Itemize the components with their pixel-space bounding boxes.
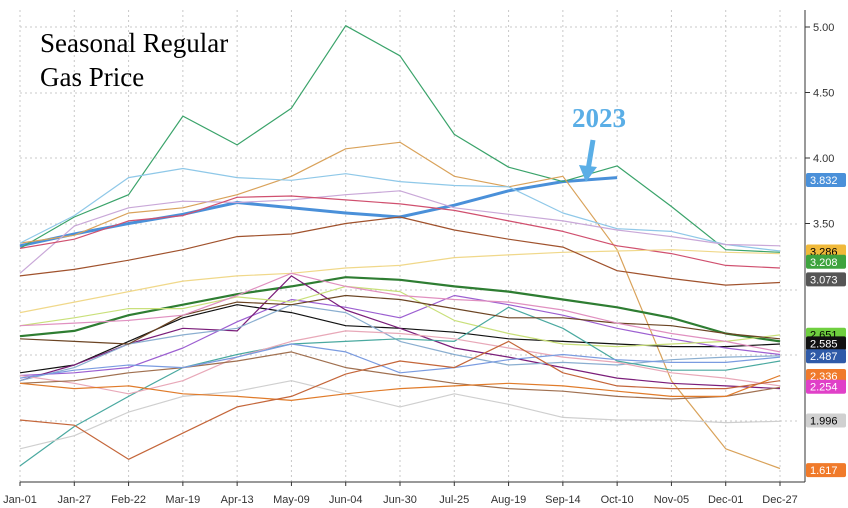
series-line-20	[19, 340, 781, 460]
series-line-0	[19, 176, 618, 248]
value-label: 2.254	[806, 379, 846, 394]
x-tick-label: May-09	[273, 494, 310, 506]
value-label: 1.617	[806, 463, 846, 478]
value-label-text: 3.832	[810, 175, 838, 187]
value-label-box	[806, 173, 846, 188]
series-line-6	[19, 249, 781, 314]
series-line-14	[19, 306, 781, 467]
series-line-5	[19, 195, 781, 269]
value-label: 3.832	[806, 173, 846, 188]
series-line-8	[19, 276, 781, 343]
value-label-box	[806, 254, 846, 269]
series-line-15	[19, 330, 781, 395]
annotation-2023: 2023	[572, 103, 626, 133]
chart-title-line-1: Seasonal Regular	[40, 28, 229, 58]
x-tick-label: Jan-01	[3, 494, 37, 506]
x-tick-label: Nov-05	[654, 494, 689, 506]
y-tick-label: 3.50	[813, 219, 834, 231]
annotation-arrow-icon	[585, 139, 596, 171]
annotation-arrowhead-icon	[579, 165, 597, 182]
x-tick-label: Aug-19	[491, 494, 526, 506]
y-tick-label: 5.00	[813, 22, 834, 34]
x-tick-label: Oct-10	[601, 494, 634, 506]
value-label-text: 3.073	[810, 274, 838, 286]
x-tick-label: Dec-27	[762, 494, 797, 506]
series-line-4	[19, 190, 781, 274]
value-label-text: 1.996	[810, 416, 838, 428]
value-label-text: 3.208	[810, 257, 838, 269]
series-line-18	[19, 380, 781, 450]
y-tick-label: 4.50	[813, 88, 834, 100]
series-line-16	[19, 351, 781, 400]
value-label-text: 2.254	[810, 382, 838, 394]
chart-title-line-2: Gas Price	[40, 62, 145, 92]
series-line-13	[19, 285, 781, 348]
x-tick-label: Jan-27	[57, 494, 91, 506]
series-lines	[19, 25, 781, 470]
series-line-22	[19, 272, 781, 353]
series-line-3	[19, 167, 781, 252]
y-tick-label: 4.00	[813, 153, 834, 165]
value-label: 1.996	[806, 413, 846, 428]
x-tick-label: Jun-04	[329, 494, 363, 506]
value-label-box	[806, 379, 846, 394]
x-tick-label: Feb-22	[111, 494, 146, 506]
series-line-7	[19, 216, 781, 286]
series-line-10	[19, 294, 781, 377]
axes: Jan-01 Jan-27 Feb-22 Mar-19 Apr-13 May-09 Jun-…	[3, 10, 834, 506]
gridlines	[19, 10, 800, 482]
series-line-17	[19, 343, 781, 379]
x-tick-label: Sep-14	[545, 494, 580, 506]
series-line-11	[19, 275, 781, 390]
x-tick-label: Jun-30	[383, 494, 417, 506]
value-label-box	[806, 368, 846, 383]
value-label: 2.487	[806, 349, 846, 364]
chart-title: Seasonal Regular Gas Price	[40, 26, 228, 94]
value-label-box	[806, 349, 846, 364]
value-label-text: 2.585	[810, 338, 838, 350]
value-label-text: 1.617	[810, 465, 838, 477]
x-tick-label: Dec-01	[708, 494, 743, 506]
series-line-19	[19, 374, 781, 401]
value-label: 3.208	[806, 254, 846, 269]
right-value-labels: 3.8323.2863.2083.0732.6512.5852.4872.336…	[806, 173, 846, 478]
series-line-21	[19, 294, 781, 345]
series-line-2	[19, 141, 781, 470]
x-tick-label: Jul-25	[439, 494, 469, 506]
value-label-box	[806, 272, 846, 287]
value-label-box	[806, 413, 846, 428]
value-label-text: 2.487	[810, 351, 838, 363]
value-label-box	[806, 463, 846, 478]
annotation-arrow	[579, 139, 597, 182]
value-label-box	[806, 336, 846, 351]
value-label: 3.073	[806, 272, 846, 287]
value-label: 2.585	[806, 336, 846, 351]
series-line-1	[19, 25, 781, 253]
x-tick-label: Apr-13	[221, 494, 254, 506]
x-tick-label: Mar-19	[165, 494, 200, 506]
